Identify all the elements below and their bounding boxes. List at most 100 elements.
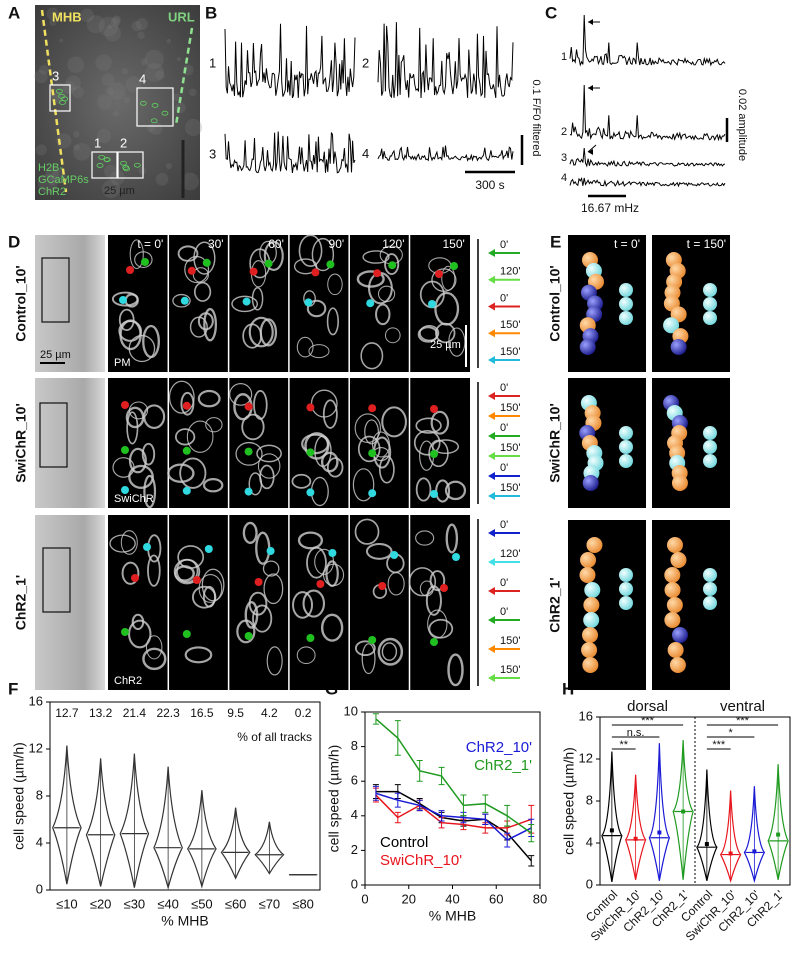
time-label: 150' [442,237,464,251]
cell-outline [174,428,196,446]
cell-outline [257,453,281,479]
cell-outline [447,653,464,687]
arrow-head [488,492,495,500]
cell-outline [415,530,435,546]
tracked-cell [254,578,263,586]
tracked-cell [266,547,275,555]
sphere [619,568,633,582]
sphere [703,283,717,297]
cell-outline [429,570,446,592]
cell-outline [198,574,223,603]
x-tick-label: 0 [361,891,368,906]
arrow-head [588,149,593,155]
texture [73,131,80,138]
tracked-cell [121,628,129,636]
render-panel [568,378,646,508]
cell-outline [197,389,221,408]
panel-letter: C [545,3,557,22]
x-axis-label: % MHB [161,913,208,929]
cell-outline [143,474,157,509]
arrow-head [488,302,495,311]
sphere [582,657,599,673]
cell-outline [292,591,314,619]
time-label: t = 150' [687,237,726,251]
texture [96,94,113,110]
row-label: SwiChR_10' [13,403,29,483]
cell-outline [184,646,213,664]
render-panel [652,378,730,508]
cell-outline [236,619,256,644]
x-tick-label: ≤30 [124,896,146,911]
tracked-cell [182,486,191,495]
cell-outline [360,342,384,370]
tracked-cell [182,446,191,455]
track-percent: 0.2 [295,706,312,720]
cell-outline [361,643,376,675]
cell-outline [375,303,391,326]
cell-outline [419,324,440,342]
mean-marker [657,830,662,835]
cell-outline [205,417,223,433]
row-label: ChR2_1' [13,575,29,630]
cell-outline [364,419,379,445]
arrow-head [488,674,495,682]
cell-outline [308,344,330,359]
texture [95,54,112,71]
panel-letter: A [8,3,20,22]
track-percent: 21.4 [123,706,147,720]
texture [112,15,121,24]
cell-outline [311,237,335,272]
error-bar [372,785,379,801]
cell-outline [322,399,338,429]
sphere [664,612,681,628]
row-label: Control_10' [547,265,563,341]
tracked-cell [388,261,397,270]
cell-outline [118,320,142,342]
texture [131,20,142,32]
time-label: t = 0' [614,237,640,251]
tracked-cell [264,259,273,268]
sphere [583,612,600,628]
cell-outline [352,468,375,502]
spectrum-label: 1 [561,51,567,63]
mean-marker [704,842,709,847]
cell-outline [378,455,395,484]
cell-outline [314,435,332,468]
y-axis-label: cell speed (µm/h) [326,745,342,853]
texture [149,122,163,135]
texture [104,164,118,179]
tracked-cell [430,450,438,458]
x-tick-label: ≤60 [225,896,247,911]
mean-marker [633,836,638,841]
tracked-cell [368,449,377,458]
tracked-cell [378,582,387,590]
cell-outline [168,380,195,414]
legend-text: H2B- [38,162,63,174]
panel-letter: E [550,232,561,251]
arrow-head [488,432,495,440]
cell-outline [147,554,161,587]
arrow-head [588,19,593,25]
error-bar [528,855,535,867]
spectrum [569,84,726,142]
sphere [703,582,717,596]
sig-label: * [728,727,733,739]
texture [155,172,169,186]
cell-outline [408,567,437,597]
cell-outline [327,273,343,296]
sig-label: *** [712,739,726,751]
y-tick-label: 6 [351,773,358,788]
tracked-cell [440,584,448,592]
mhb-label: MHB [52,9,82,24]
error-bar [394,811,401,824]
texture [110,17,121,27]
texture [104,24,122,42]
mean-marker [776,832,781,837]
track-percent: 13.2 [89,706,113,720]
tracked-cell [306,448,315,457]
legend-label: SwiChR_10' [380,852,462,869]
row-label: Control_10' [13,265,29,341]
error-bar [528,823,535,843]
arrow-label: 150' [500,635,520,647]
cell-outline [356,270,385,288]
